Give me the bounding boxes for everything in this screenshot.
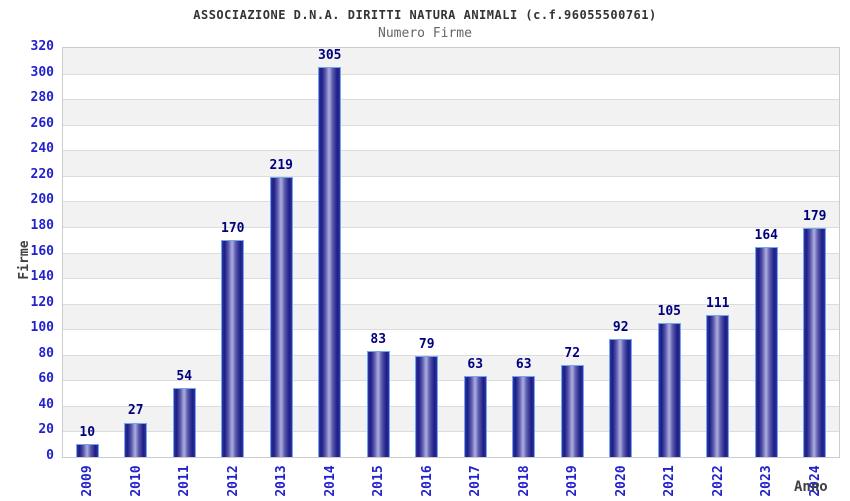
y-tick-label: 0	[46, 448, 54, 463]
bar-2018	[512, 376, 536, 457]
bar-2017	[463, 376, 487, 457]
background-band	[63, 99, 839, 125]
gridline	[63, 329, 839, 331]
gridline	[63, 252, 839, 254]
x-tick-label: 2011	[177, 465, 193, 497]
x-tick-label: 2010	[128, 465, 144, 497]
gridline	[63, 354, 839, 356]
x-axis-label: Anno	[794, 479, 828, 495]
y-tick-label: 140	[30, 269, 54, 285]
gridline	[63, 201, 839, 203]
x-tick-label: 2019	[565, 465, 581, 497]
bar-2022	[706, 315, 730, 457]
x-tick-label: 2021	[662, 465, 678, 497]
y-tick-label: 40	[38, 396, 54, 412]
y-tick-label: 260	[30, 115, 54, 131]
background-band	[63, 48, 839, 74]
bar-value-label: 10	[79, 425, 96, 441]
gridline	[63, 431, 839, 433]
bar-value-label: 164	[754, 228, 778, 244]
y-tick-label: 100	[30, 320, 54, 336]
bar-value-label: 72	[564, 345, 581, 361]
bar-2014	[318, 67, 342, 457]
bar-value-label: 54	[176, 368, 193, 384]
x-tick-label: 2020	[613, 465, 629, 497]
y-tick-label: 240	[30, 141, 54, 157]
y-tick-label: 20	[38, 422, 54, 438]
gridline	[63, 175, 839, 177]
bar-2012	[221, 239, 245, 457]
y-tick-label: 200	[30, 192, 54, 208]
x-tick-label: 2012	[225, 465, 241, 497]
gridline	[63, 150, 839, 152]
bar-2015	[366, 350, 390, 457]
bar-value-label: 105	[657, 303, 681, 319]
gridline	[63, 226, 839, 228]
y-tick-label: 80	[38, 345, 54, 361]
chart-title: ASSOCIAZIONE D.N.A. DIRITTI NATURA ANIMA…	[193, 8, 657, 22]
bar-2016	[415, 356, 439, 457]
x-tick-label: 2023	[759, 465, 775, 497]
gridline	[63, 303, 839, 305]
y-tick-label: 60	[38, 371, 54, 387]
gridline	[63, 405, 839, 407]
y-tick-label: 180	[30, 217, 54, 233]
background-band	[63, 175, 839, 202]
background-band	[63, 252, 839, 279]
bar-value-label: 92	[612, 320, 629, 336]
y-tick-label: 320	[30, 39, 54, 54]
x-tick-label: 2016	[419, 465, 435, 497]
bar-value-label: 63	[467, 357, 484, 373]
plot-area	[62, 47, 840, 458]
bar-2019	[560, 364, 584, 457]
background-band	[63, 124, 839, 151]
bar-value-label: 219	[269, 158, 293, 174]
bar-2024	[803, 228, 827, 457]
background-band	[63, 73, 839, 100]
bar-2013	[269, 177, 293, 457]
bar-value-label: 170	[221, 220, 245, 236]
background-band	[63, 226, 839, 253]
bar-2011	[172, 387, 196, 457]
x-tick-label: 2014	[322, 465, 338, 497]
gridline	[63, 99, 839, 101]
x-tick-label: 2009	[80, 465, 96, 497]
x-tick-label: 2022	[710, 465, 726, 497]
background-band	[63, 201, 839, 227]
bar-value-label: 83	[370, 331, 387, 347]
chart-subtitle: Numero Firme	[378, 26, 472, 41]
gridline	[63, 73, 839, 75]
bar-value-label: 179	[803, 209, 827, 225]
y-tick-label: 160	[30, 243, 54, 259]
x-tick-label: 2018	[516, 465, 532, 497]
bar-2009	[75, 444, 99, 457]
bar-2020	[609, 339, 633, 457]
background-band	[63, 150, 839, 176]
y-tick-label: 120	[30, 294, 54, 310]
bar-2010	[124, 422, 148, 457]
y-tick-label: 220	[30, 166, 54, 182]
bar-value-label: 63	[515, 357, 532, 373]
background-band	[63, 278, 839, 304]
bar-value-label: 79	[418, 337, 435, 353]
x-tick-label: 2013	[274, 465, 290, 497]
bar-value-label: 27	[127, 403, 144, 419]
bar-value-label: 305	[318, 48, 342, 64]
y-tick-label: 300	[30, 64, 54, 80]
bar-value-label: 111	[706, 296, 730, 312]
gridline	[63, 124, 839, 126]
x-tick-label: 2017	[468, 465, 484, 497]
x-tick-label: 2015	[371, 465, 387, 497]
gridline	[63, 380, 839, 382]
bar-2021	[657, 322, 681, 457]
gridline	[63, 278, 839, 280]
y-tick-label: 280	[30, 90, 54, 106]
bar-2023	[754, 247, 778, 457]
